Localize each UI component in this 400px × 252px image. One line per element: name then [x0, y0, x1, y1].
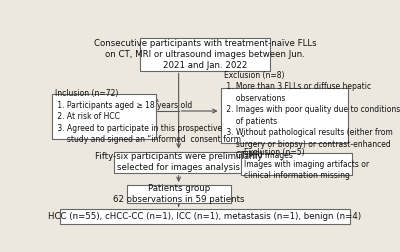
Text: Fifty-six participants were preliminarily
selected for images analysis: Fifty-six participants were preliminaril… [95, 152, 262, 172]
FancyBboxPatch shape [241, 153, 352, 175]
Text: Inclusion (n=72)
 1. Participants aged ≥ 18 years old
 2. At risk of HCC
 3. Agr: Inclusion (n=72) 1. Participants aged ≥ … [56, 89, 245, 144]
FancyBboxPatch shape [114, 151, 243, 173]
FancyBboxPatch shape [127, 185, 230, 203]
Text: Exclusion (n=5)
Images with imaging artifacts or
clinical information missing: Exclusion (n=5) Images with imaging arti… [244, 148, 369, 180]
FancyBboxPatch shape [60, 209, 350, 224]
FancyBboxPatch shape [140, 39, 270, 71]
Text: HCC (n=55), cHCC-CC (n=1), ICC (n=1), metastasis (n=1), benign (n=4): HCC (n=55), cHCC-CC (n=1), ICC (n=1), me… [48, 212, 362, 221]
Text: Exclusion (n=8)
 1. More than 3 FLLs or diffuse hepatic
     observations
 2. Im: Exclusion (n=8) 1. More than 3 FLLs or d… [224, 71, 400, 160]
FancyBboxPatch shape [220, 88, 348, 143]
FancyBboxPatch shape [52, 94, 156, 139]
Text: Consecutive participants with treatment-naïve FLLs
on CT, MRI or ultrasound imag: Consecutive participants with treatment-… [94, 39, 316, 71]
Text: Patients group
62 observations in 59 patients: Patients group 62 observations in 59 pat… [113, 184, 244, 204]
